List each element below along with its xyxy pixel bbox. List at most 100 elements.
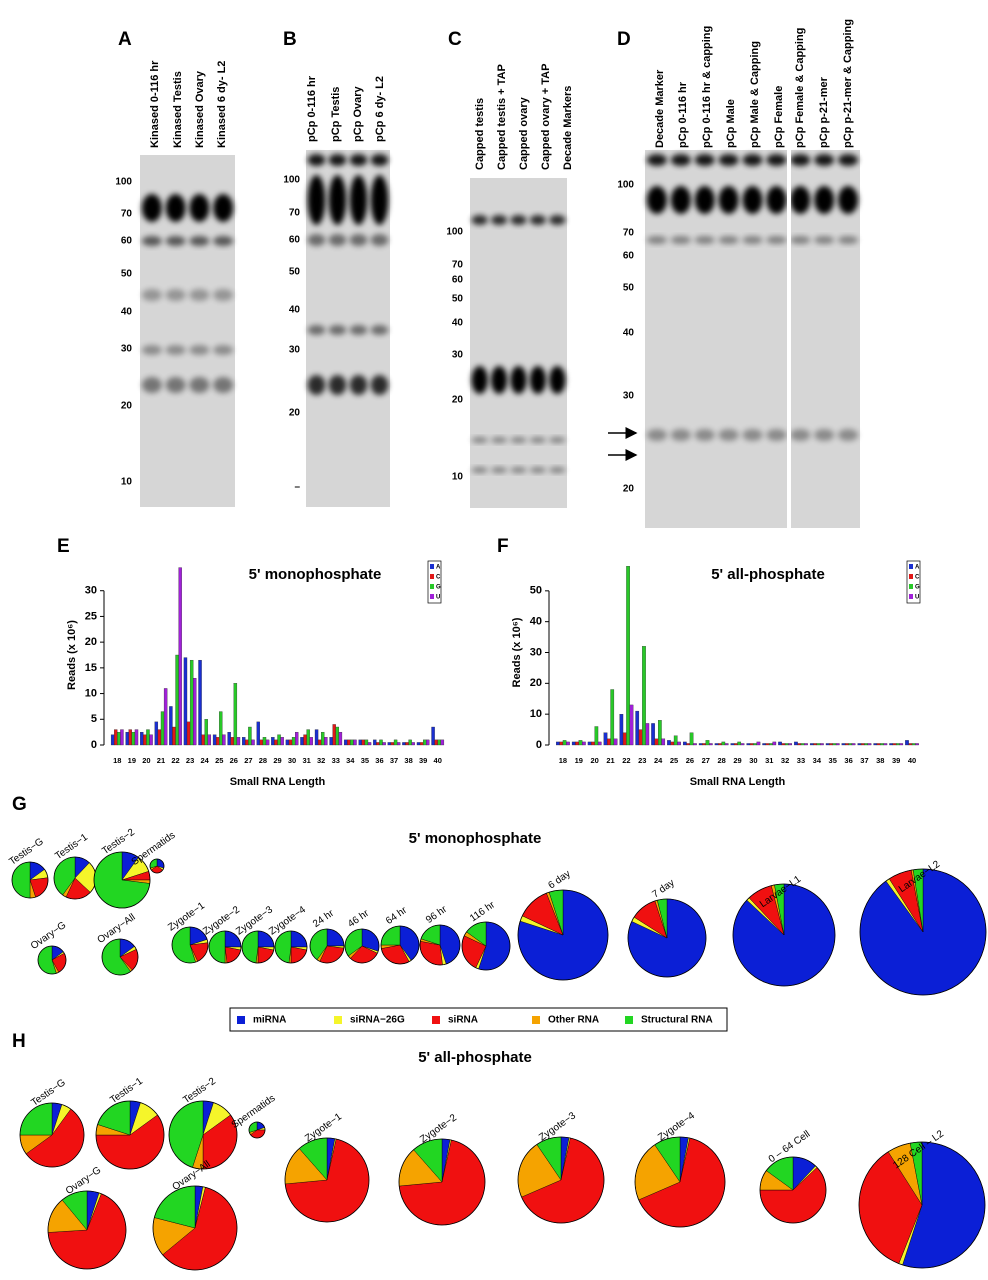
pie-label: 7 day [650, 877, 676, 900]
bar [857, 743, 862, 746]
x-axis-label: Small RNA Length [230, 776, 326, 788]
gel-band [307, 175, 326, 225]
marker-label: 70 [121, 209, 133, 220]
bar [718, 743, 722, 746]
gel-band [141, 194, 162, 222]
gel-band [165, 194, 186, 222]
gel-band [814, 429, 835, 441]
gel-band [838, 236, 859, 244]
gel-band [718, 186, 739, 214]
pie-label: 116 hr [468, 899, 497, 924]
marker-label: 10 [121, 477, 133, 488]
lane-label: pCp Male [725, 99, 737, 148]
bar [582, 741, 586, 746]
bar [154, 721, 159, 746]
bar [419, 742, 424, 746]
panel-letter: B [283, 29, 297, 50]
gel-band [510, 467, 527, 473]
y-tick-label: 5 [91, 713, 97, 725]
bar [314, 729, 319, 746]
bar [434, 739, 438, 746]
pie-slice [208, 930, 226, 964]
pie-outline [152, 1185, 238, 1271]
marker-label: 40 [289, 305, 301, 316]
panel-letter: C [448, 29, 462, 50]
gel-band [328, 325, 347, 335]
bar [335, 726, 340, 746]
gel-band [165, 377, 186, 393]
gel-band [141, 236, 162, 246]
x-tick-label: 19 [575, 756, 583, 765]
y-tick-label: 20 [85, 636, 97, 648]
bar [908, 743, 913, 746]
x-tick-label: 27 [702, 756, 710, 765]
gel-band [766, 186, 787, 214]
bar [642, 646, 646, 746]
gel-band [471, 366, 488, 394]
bar [658, 720, 662, 746]
bar [440, 739, 445, 746]
legend-label: G [436, 585, 441, 591]
legend-label: miRNA [253, 1015, 286, 1026]
pie-outline [284, 1137, 370, 1223]
gel-band [529, 366, 547, 394]
bar [114, 729, 118, 746]
bar [306, 729, 310, 746]
bar [358, 739, 362, 746]
gel-band [718, 154, 739, 166]
marker-label: 60 [289, 235, 301, 246]
bar [892, 743, 897, 746]
pie-outline [398, 1138, 486, 1226]
x-tick-label: 39 [892, 756, 900, 765]
x-tick-label: 32 [781, 756, 789, 765]
bar [125, 731, 129, 746]
bar [242, 737, 246, 746]
gel-band [307, 375, 326, 395]
lane-label: pCp 0-116 hr [306, 75, 318, 142]
legend-swatch [432, 1016, 440, 1024]
gel-band [670, 236, 691, 244]
gel-band [471, 215, 488, 225]
bar [635, 710, 640, 746]
gel-band [141, 377, 162, 393]
bar [721, 741, 726, 746]
legend-swatch [430, 594, 434, 599]
lane-label: pCp Female & Capping [794, 28, 806, 148]
bar [654, 738, 659, 746]
gel-band [838, 186, 859, 214]
lane-label: Kinased 6 dy- L2 [216, 61, 228, 148]
legend-swatch [430, 564, 434, 569]
bar [613, 738, 618, 746]
bar [387, 742, 392, 746]
panel-letter: H [12, 1031, 26, 1052]
gel-band [549, 467, 566, 473]
bar [277, 734, 281, 746]
gel-band [471, 467, 488, 473]
legend-label: Other RNA [548, 1015, 599, 1026]
gel-band [742, 236, 763, 244]
x-tick-label: 24 [201, 756, 210, 765]
bar [737, 741, 742, 746]
legend-swatch [430, 574, 434, 579]
bar [626, 566, 630, 746]
bar [405, 742, 409, 746]
gel-band [189, 236, 210, 246]
marker-label: 70 [452, 260, 464, 271]
bar [876, 743, 881, 746]
bar [784, 743, 789, 746]
x-tick-label: 27 [244, 756, 252, 765]
gel-band [189, 345, 210, 355]
x-tick-label: 35 [829, 756, 837, 765]
gel-band [766, 429, 787, 441]
x-tick-label: 30 [288, 756, 296, 765]
bar [708, 743, 713, 746]
panel-letter: E [57, 536, 70, 557]
bar [248, 726, 252, 746]
bar [873, 743, 878, 746]
legend-label: A [915, 565, 920, 571]
bar [800, 743, 805, 746]
x-tick-label: 29 [273, 756, 281, 765]
gel-band [742, 186, 763, 214]
bar [219, 711, 223, 746]
bar [393, 739, 398, 746]
